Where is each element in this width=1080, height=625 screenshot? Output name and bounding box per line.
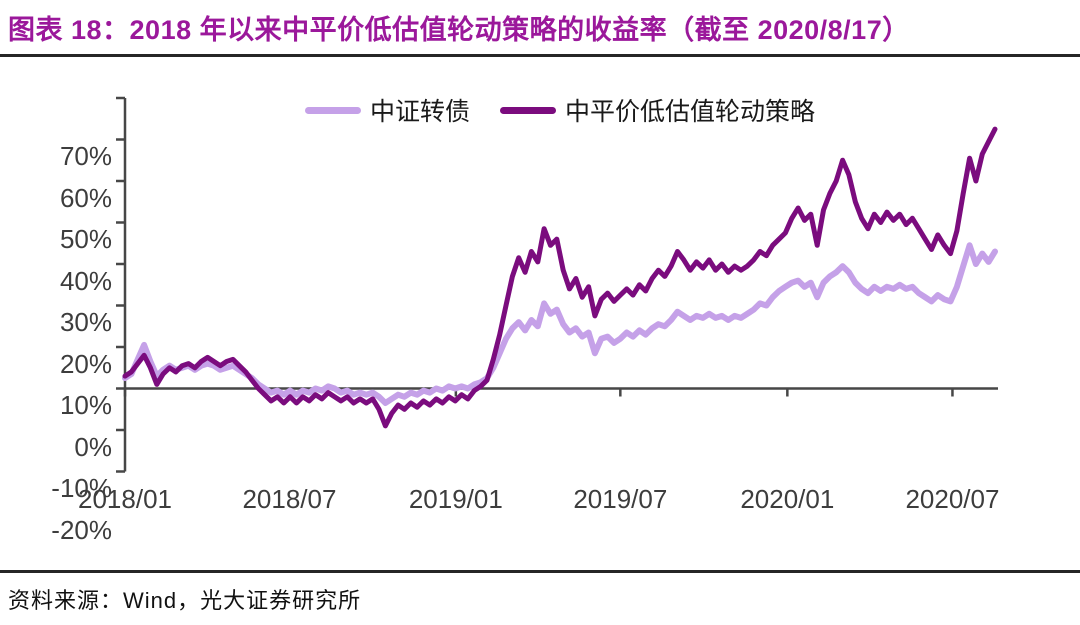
x-tick-label: 2020/01 (740, 484, 835, 514)
legend-item-rotation-strategy: 中平价低估值轮动策略 (500, 92, 815, 128)
y-tick-label: 40% (59, 265, 112, 296)
y-tick-label: 10% (59, 390, 112, 420)
legend-line-swatch-light (304, 106, 361, 114)
y-tick-label: 0% (74, 431, 112, 462)
x-tick-label: 2018/01 (78, 484, 172, 514)
y-tick-label: 30% (59, 307, 112, 337)
x-axis-labels: 2018/01 2018/07 2019/01 2019/07 2020/01 2020/… (0, 484, 1080, 518)
figure-title: 图表 18：2018 年以来中平价低估值轮动策略的收益率（截至 2020/8/1… (8, 15, 910, 45)
title-divider (0, 54, 1080, 57)
y-tick-label: 70% (59, 141, 112, 171)
chart-plot (116, 96, 998, 473)
x-tick-label: 2020/07 (905, 484, 1000, 514)
chart-legend: 中证转债 中平价低估值轮动策略 (125, 92, 995, 128)
y-axis-labels: 70% 60% 50% 40% 30% 20% 10% 0% -10% -20% (0, 0, 112, 625)
chart-area: 中证转债 中平价低估值轮动策略 70% 60% 50% 40% 30% 20% 10% 0% -… (0, 58, 1080, 568)
y-tick-label: 50% (59, 224, 112, 254)
y-tick-label: -20% (51, 514, 112, 545)
y-tick-label: -10% (51, 473, 112, 503)
source-note: 资料来源：Wind，光大证券研究所 (8, 588, 362, 613)
y-tick-label: 60% (59, 182, 112, 213)
legend-line-swatch-dark (500, 106, 556, 114)
x-tick-label: 2019/01 (408, 484, 503, 514)
x-tick-label: 2019/07 (573, 484, 668, 514)
legend-label: 中平价低估值轮动策略 (565, 98, 816, 126)
legend-label: 中证转债 (369, 98, 470, 126)
legend-item-csi-convertible: 中证转债 (304, 92, 470, 128)
x-tick-label: 2018/07 (242, 484, 337, 514)
footer-divider (0, 570, 1080, 573)
y-tick-label: 20% (59, 348, 112, 379)
